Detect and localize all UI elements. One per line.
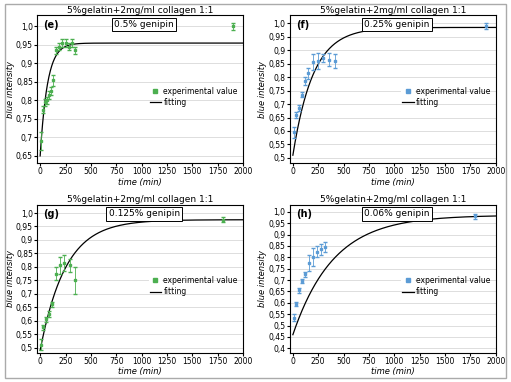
Title: 5%gelatin+2mg/ml collagen 1:1: 5%gelatin+2mg/ml collagen 1:1 (319, 195, 466, 204)
Text: 0.25% genipin: 0.25% genipin (364, 20, 430, 29)
Y-axis label: blue intensity: blue intensity (6, 251, 14, 308)
Text: 0.5% genipin: 0.5% genipin (114, 20, 174, 29)
Legend: experimental value, fitting: experimental value, fitting (148, 85, 239, 108)
Title: 5%gelatin+2mg/ml collagen 1:1: 5%gelatin+2mg/ml collagen 1:1 (319, 6, 466, 15)
Text: (e): (e) (43, 20, 59, 30)
Y-axis label: blue intensity: blue intensity (258, 251, 267, 308)
X-axis label: time (min): time (min) (371, 178, 414, 187)
Text: (h): (h) (296, 209, 312, 219)
Legend: experimental value, fitting: experimental value, fitting (401, 275, 492, 298)
Title: 5%gelatin+2mg/ml collagen 1:1: 5%gelatin+2mg/ml collagen 1:1 (67, 6, 213, 15)
Text: 0.06% genipin: 0.06% genipin (364, 209, 430, 219)
Legend: experimental value, fitting: experimental value, fitting (401, 85, 492, 108)
Legend: experimental value, fitting: experimental value, fitting (148, 275, 239, 298)
Text: 0.125% genipin: 0.125% genipin (109, 209, 180, 219)
X-axis label: time (min): time (min) (118, 367, 162, 376)
Y-axis label: blue intensity: blue intensity (6, 61, 14, 118)
Text: (g): (g) (43, 209, 59, 219)
X-axis label: time (min): time (min) (118, 178, 162, 187)
Title: 5%gelatin+2mg/ml collagen 1:1: 5%gelatin+2mg/ml collagen 1:1 (67, 195, 213, 204)
Text: (f): (f) (296, 20, 309, 30)
X-axis label: time (min): time (min) (371, 367, 414, 376)
Y-axis label: blue intensity: blue intensity (258, 61, 267, 118)
